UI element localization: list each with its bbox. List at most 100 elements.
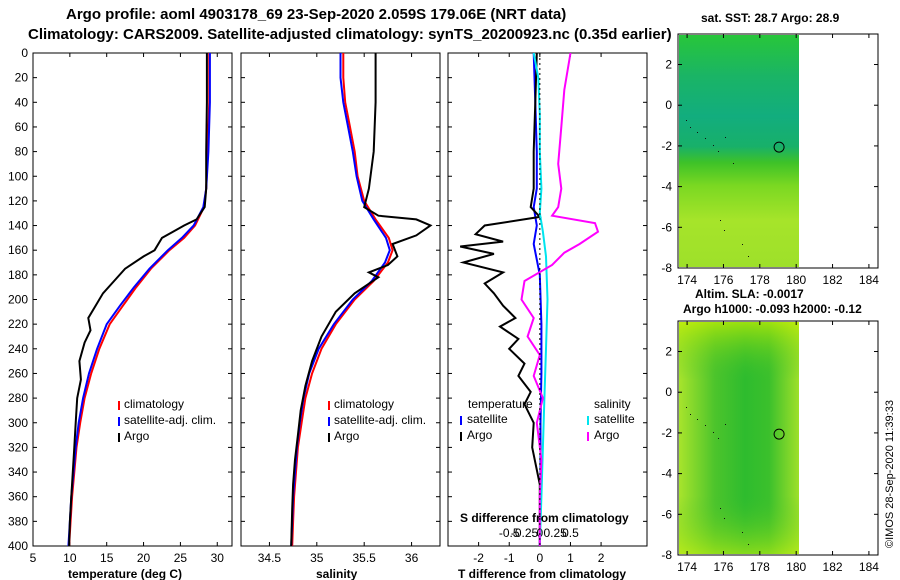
salinity-panel-frame — [240, 52, 441, 547]
x-tick-label: 30 — [211, 551, 225, 565]
y-tick-label: 160 — [8, 243, 28, 257]
y-tick-label: 120 — [8, 194, 28, 208]
y-tick-label: 360 — [8, 490, 28, 504]
y-tick-label: 280 — [8, 391, 28, 405]
map-x-tick-label: 184 — [859, 273, 879, 287]
legend-t-argo-label: Argo — [467, 428, 493, 442]
title-line-1: Argo profile: aoml 4903178_69 23-Sep-202… — [66, 6, 567, 23]
x-tick-label: -1 — [504, 551, 515, 565]
map-x-tick-label: 182 — [823, 273, 843, 287]
series-line-salinity-satellite — [532, 52, 549, 547]
difference-legend: temperature salinity satellite Argo sate… — [460, 397, 635, 442]
legend-s-satellite-label: satellite — [594, 412, 635, 426]
series-line-temperature-argo — [459, 52, 542, 546]
difference-xlabel: T difference from climatology — [458, 567, 626, 580]
y-tick-label: 40 — [15, 95, 29, 109]
x-tick-label: -2 — [473, 551, 484, 565]
sla-coastline-dots — [686, 407, 749, 545]
sst-coastline-dots — [686, 120, 749, 257]
map-y-tick-label: -6 — [661, 507, 672, 521]
legend-argo-label: Argo — [124, 429, 150, 443]
map-x-tick-label: 180 — [786, 273, 806, 287]
x-tick-label: 34.5 — [258, 551, 282, 565]
sla-map-subtitle: Argo h1000: -0.093 h2000: -0.12 — [683, 302, 862, 316]
legend-climatology-label: climatology — [334, 397, 394, 411]
series-line-argo — [68, 53, 208, 547]
y-tick-label: 340 — [8, 465, 28, 479]
legend-temperature-title: temperature — [468, 397, 533, 411]
map-y-tick-label: 2 — [665, 58, 672, 72]
y-tick-label: 240 — [8, 342, 28, 356]
y-tick-label: 220 — [8, 317, 28, 331]
x-tick-label: 35.5 — [353, 551, 377, 565]
map-y-tick-label: -6 — [661, 220, 672, 234]
map-x-tick-label: 176 — [713, 273, 733, 287]
title-line-2: Climatology: CARS2009. Satellite-adjuste… — [28, 26, 672, 43]
temperature-xlabel: temperature (deg C) — [68, 567, 182, 580]
y-tick-label: 80 — [15, 145, 29, 159]
map-y-tick-label: -2 — [661, 426, 672, 440]
sst-argo-marker — [773, 141, 785, 153]
series-line-salinity-argo — [520, 52, 600, 546]
x-tick-label: 20 — [137, 551, 151, 565]
map-x-tick-label: 184 — [859, 560, 879, 574]
y-tick-label: 180 — [8, 268, 28, 282]
difference-xlabel-top: S difference from climatology — [460, 511, 629, 525]
legend-s-argo-label: Argo — [594, 428, 620, 442]
sla-map-title: Altim. SLA: -0.0017 — [695, 287, 804, 301]
legend-t-satellite-label: satellite — [467, 412, 508, 426]
x-tick-label: 0 — [537, 551, 544, 565]
sst-heatmap — [679, 35, 799, 267]
y-tick-label: 100 — [8, 169, 28, 183]
map-x-tick-label: 178 — [750, 560, 770, 574]
map-x-tick-label: 178 — [750, 273, 770, 287]
y-tick-label: 380 — [8, 514, 28, 528]
series-line-temperature-satellite — [532, 52, 543, 547]
map-y-tick-label: 2 — [665, 345, 672, 359]
map-y-tick-label: 0 — [665, 385, 672, 399]
y-tick-label: 260 — [8, 366, 28, 380]
salinity-xlabel: salinity — [316, 567, 358, 580]
map-y-tick-label: -4 — [661, 180, 672, 194]
y-tick-label: 20 — [15, 71, 29, 85]
x-tick-label: 5 — [30, 551, 37, 565]
map-x-tick-label: 176 — [713, 560, 733, 574]
x-tick-label: 25 — [174, 551, 188, 565]
map-x-tick-label: 180 — [786, 560, 806, 574]
legend-argo-label: Argo — [334, 429, 360, 443]
legend-satellite-label: satellite-adj. clim. — [124, 413, 216, 427]
copyright-label: ©IMOS 28-Sep-2020 11:39:33 — [884, 400, 896, 548]
map-x-tick-label: 182 — [823, 560, 843, 574]
x-top-tick-label: -0.5 — [499, 526, 520, 540]
series-line-climatology — [291, 53, 394, 547]
map-x-tick-label: 174 — [677, 273, 697, 287]
series-line-climatology — [68, 53, 211, 547]
y-tick-label: 200 — [8, 293, 28, 307]
legend-satellite-label: satellite-adj. clim. — [334, 413, 426, 427]
temperature-panel-frame — [32, 52, 233, 547]
map-y-tick-label: -2 — [661, 139, 672, 153]
sst-map-title: sat. SST: 28.7 Argo: 28.9 — [701, 11, 840, 25]
legend-salinity-title: salinity — [594, 397, 631, 411]
map-y-tick-label: -8 — [661, 548, 672, 562]
x-top-tick-label: 0.5 — [562, 526, 579, 540]
x-tick-label: 2 — [598, 551, 605, 565]
y-tick-label: 140 — [8, 219, 28, 233]
y-tick-label: 0 — [21, 46, 28, 60]
map-x-tick-label: 174 — [677, 560, 697, 574]
x-tick-label: 10 — [63, 551, 77, 565]
map-y-tick-label: 0 — [665, 98, 672, 112]
y-tick-label: 400 — [8, 539, 28, 553]
y-tick-label: 300 — [8, 416, 28, 430]
map-y-tick-label: -4 — [661, 467, 672, 481]
temperature-legend: climatology satellite-adj. clim. Argo — [118, 397, 216, 443]
legend-climatology-label: climatology — [124, 397, 184, 411]
x-tick-label: 35 — [310, 551, 324, 565]
salinity-legend: climatology satellite-adj. clim. Argo — [328, 397, 426, 443]
y-tick-label: 320 — [8, 440, 28, 454]
x-tick-label: 1 — [567, 551, 574, 565]
series-line-satellite-adj-clim- — [67, 53, 211, 547]
x-tick-label: 15 — [100, 551, 114, 565]
y-tick-label: 60 — [15, 120, 29, 134]
